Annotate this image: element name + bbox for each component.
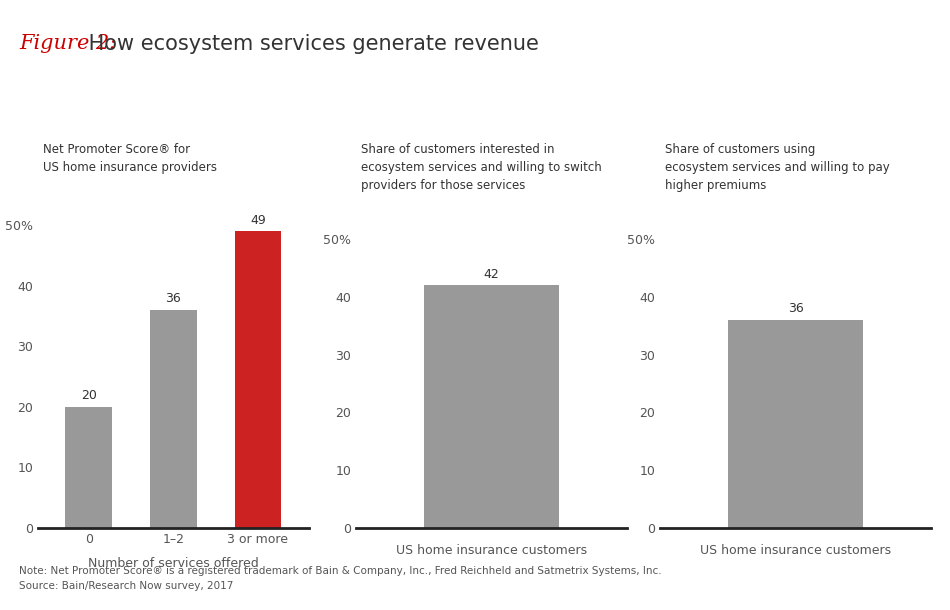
X-axis label: Number of services offered: Number of services offered	[88, 556, 258, 570]
Bar	[728, 320, 864, 528]
Text: Net Promoter Score® for
US home insurance providers: Net Promoter Score® for US home insuranc…	[43, 143, 217, 174]
Bar	[235, 231, 281, 528]
Text: Foster loyalty: Foster loyalty	[114, 108, 233, 123]
Bar	[424, 285, 560, 528]
Text: 49: 49	[250, 214, 266, 227]
Text: Figure 2:: Figure 2:	[19, 34, 116, 52]
Text: How ecosystem services generate revenue: How ecosystem services generate revenue	[82, 34, 539, 54]
Bar	[150, 310, 197, 528]
X-axis label: US home insurance customers: US home insurance customers	[396, 544, 587, 556]
Text: 36: 36	[788, 303, 804, 315]
Text: Share of customers interested in
ecosystem services and willing to switch
provid: Share of customers interested in ecosyst…	[361, 143, 601, 192]
Text: 42: 42	[484, 268, 500, 281]
Text: Attract new customers: Attract new customers	[393, 108, 590, 123]
Text: Reduce price sensitivity: Reduce price sensitivity	[693, 108, 899, 123]
Bar	[66, 407, 112, 528]
Text: Note: Net Promoter Score® is a registered trademark of Bain & Company, Inc., Fre: Note: Net Promoter Score® is a registere…	[19, 566, 661, 576]
X-axis label: US home insurance customers: US home insurance customers	[700, 544, 891, 556]
Text: Share of customers using
ecosystem services and willing to pay
higher premiums: Share of customers using ecosystem servi…	[665, 143, 890, 192]
Text: 20: 20	[81, 389, 97, 402]
Text: 36: 36	[165, 292, 181, 305]
Text: Source: Bain/Research Now survey, 2017: Source: Bain/Research Now survey, 2017	[19, 581, 234, 590]
